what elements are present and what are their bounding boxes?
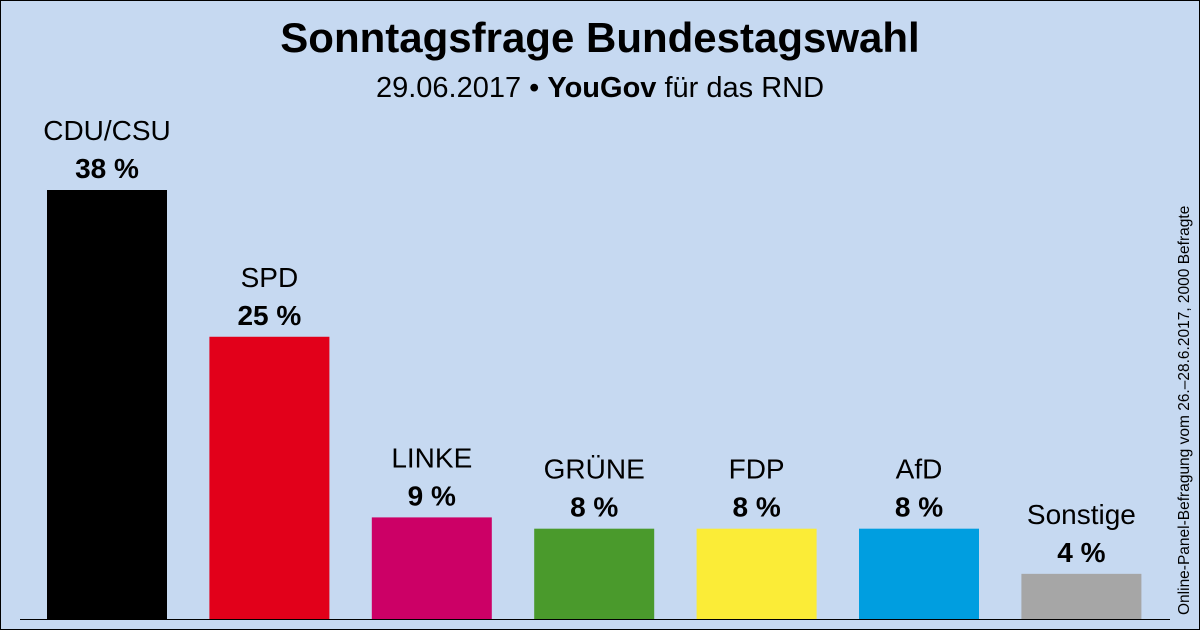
bar-value-label: 9 % bbox=[408, 480, 456, 511]
bar-grüne bbox=[534, 528, 655, 619]
poll-date: 29.06.2017 bbox=[375, 72, 522, 104]
bar-category-label: LINKE bbox=[391, 442, 472, 473]
bar-category-label: Sonstige bbox=[1027, 499, 1136, 530]
pollster-name: YouGov bbox=[547, 72, 657, 104]
bar-sonstige bbox=[1021, 573, 1142, 619]
bar-cdu-csu bbox=[47, 190, 167, 619]
bar-category-label: FDP bbox=[729, 454, 785, 485]
chart-subtitle: 29.06.2017 • YouGov für das RND bbox=[0, 72, 1200, 105]
bar-value-label: 25 % bbox=[237, 300, 301, 331]
bar-category-label: AfD bbox=[896, 454, 943, 485]
bar-category-label: SPD bbox=[241, 262, 299, 293]
bar-linke bbox=[371, 517, 492, 619]
source-note: Online-Panel-Befragung vom 26.–28.6.2017… bbox=[1176, 205, 1193, 615]
bar-value-label: 8 % bbox=[570, 492, 618, 523]
bar-spd bbox=[209, 336, 330, 619]
chart-title: Sonntagsfrage Bundestagswahl bbox=[280, 14, 920, 61]
poll-client: für das RND bbox=[664, 72, 825, 104]
bar-value-label: 4 % bbox=[1057, 537, 1105, 568]
bar-category-label: CDU/CSU bbox=[43, 115, 171, 146]
bar-value-label: 8 % bbox=[732, 492, 780, 523]
bar-value-label: 8 % bbox=[895, 492, 943, 523]
subtitle-bullet: • bbox=[529, 72, 540, 104]
bar-fdp bbox=[696, 528, 817, 619]
bar-afd bbox=[859, 528, 979, 619]
bar-value-label: 38 % bbox=[75, 153, 139, 184]
bar-category-label: GRÜNE bbox=[544, 454, 645, 485]
